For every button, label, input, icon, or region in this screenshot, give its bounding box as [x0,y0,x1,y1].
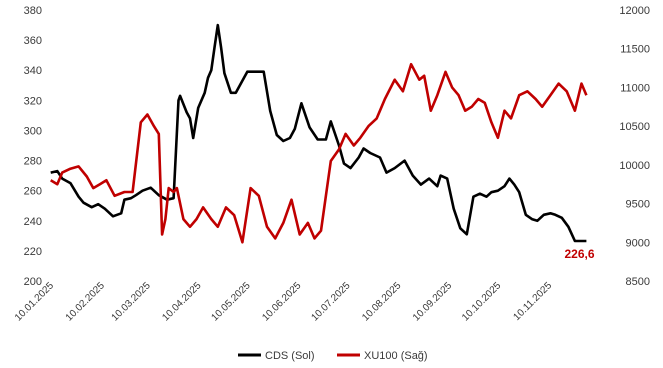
x-tick-label: 10.10.2025 [460,280,503,323]
y-left-tick-label: 300 [24,125,42,137]
y-right-tick-label: 10000 [619,160,650,172]
y-right-tick-label: 11500 [620,44,650,56]
last-value-annotation: 226,6 [564,247,594,261]
y-left-tick-label: 260 [24,186,42,198]
y-left-tick-label: 280 [24,156,42,168]
y-left-tick-label: 220 [24,246,42,258]
y-right-tick-label: 12000 [619,5,650,17]
series-line-cds [50,23,587,243]
x-tick-label: 10.05.2025 [210,280,253,323]
legend-label-xu100: XU100 (Sağ) [364,350,428,362]
y-left-tick-label: 320 [24,95,42,107]
y-right-tick-label: 8500 [626,276,650,288]
x-tick-label: 10.11.2025 [511,280,554,323]
y-right-tick-label: 9500 [626,199,650,211]
x-tick-label: 10.03.2025 [110,280,153,323]
y-left-axis: 200 220 240 260 280 300 320 340 360 380 [24,5,42,288]
y-right-tick-label: 11000 [620,82,650,94]
x-tick-label: 10.06.2025 [260,280,303,323]
x-tick-label: 10.08.2025 [360,280,403,323]
y-right-axis: 8500 9000 9500 10000 10500 11000 11500 12000 [619,5,650,288]
x-tick-label: 10.04.2025 [160,280,203,323]
y-left-tick-label: 240 [24,216,42,228]
y-right-tick-label: 9000 [626,237,650,249]
series-line-xu100 [50,62,588,244]
x-tick-label: 10.09.2025 [411,280,454,323]
x-tick-label: 10.02.2025 [64,280,107,323]
y-left-tick-label: 360 [24,35,42,47]
legend: CDS (Sol) XU100 (Sağ) [238,350,428,362]
y-left-tick-label: 340 [24,65,42,77]
legend-label-cds: CDS (Sol) [265,350,315,362]
series-layer [50,23,588,244]
y-left-tick-label: 200 [24,276,42,288]
x-axis: 10.01.2025 10.02.2025 10.03.2025 10.04.2025… [13,280,554,323]
y-right-tick-label: 10500 [619,121,650,133]
y-left-tick-label: 380 [24,5,42,17]
x-tick-label: 10.07.2025 [309,280,352,323]
